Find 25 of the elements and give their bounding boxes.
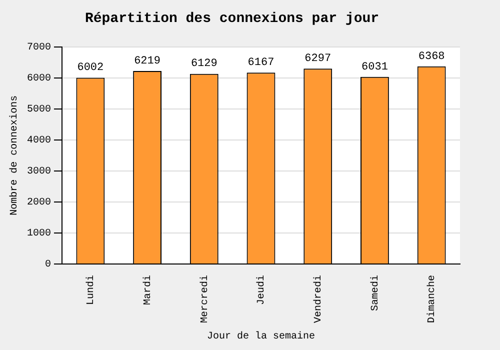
chart-title: Répartition des connexions par jour bbox=[84, 10, 380, 27]
y-tick-label: 7000 bbox=[26, 42, 52, 54]
data-label: 6219 bbox=[134, 55, 160, 68]
y-tick-label: 3000 bbox=[26, 166, 52, 178]
data-label: 6297 bbox=[304, 53, 332, 66]
y-tick-label: 6000 bbox=[26, 73, 52, 84]
x-tick-label: Mercredi bbox=[198, 274, 211, 324]
x-tick-label: Lundi bbox=[85, 274, 98, 306]
y-tick-label: 1000 bbox=[26, 228, 52, 240]
y-tick-label: 5000 bbox=[26, 104, 52, 116]
x-tick-label: Mardi bbox=[142, 274, 154, 306]
x-tick-label: Vendredi bbox=[312, 274, 324, 324]
data-label: 6368 bbox=[418, 50, 445, 63]
data-label: 6129 bbox=[190, 58, 218, 70]
y-tick-label: 0 bbox=[44, 260, 52, 271]
y-tick-label: 2000 bbox=[26, 198, 52, 209]
data-label: 6167 bbox=[248, 57, 274, 70]
data-label: 6002 bbox=[77, 62, 104, 74]
x-tick-label: Samedi bbox=[369, 274, 382, 312]
data-label: 6031 bbox=[362, 61, 388, 74]
x-tick-label: Jeudi bbox=[256, 274, 268, 306]
x-tick-label: Dimanche bbox=[426, 274, 438, 324]
y-axis-title: Nombre de connexions bbox=[8, 95, 21, 216]
y-tick-label: 4000 bbox=[26, 136, 52, 147]
x-axis-title: Jour de la semaine bbox=[206, 330, 316, 343]
